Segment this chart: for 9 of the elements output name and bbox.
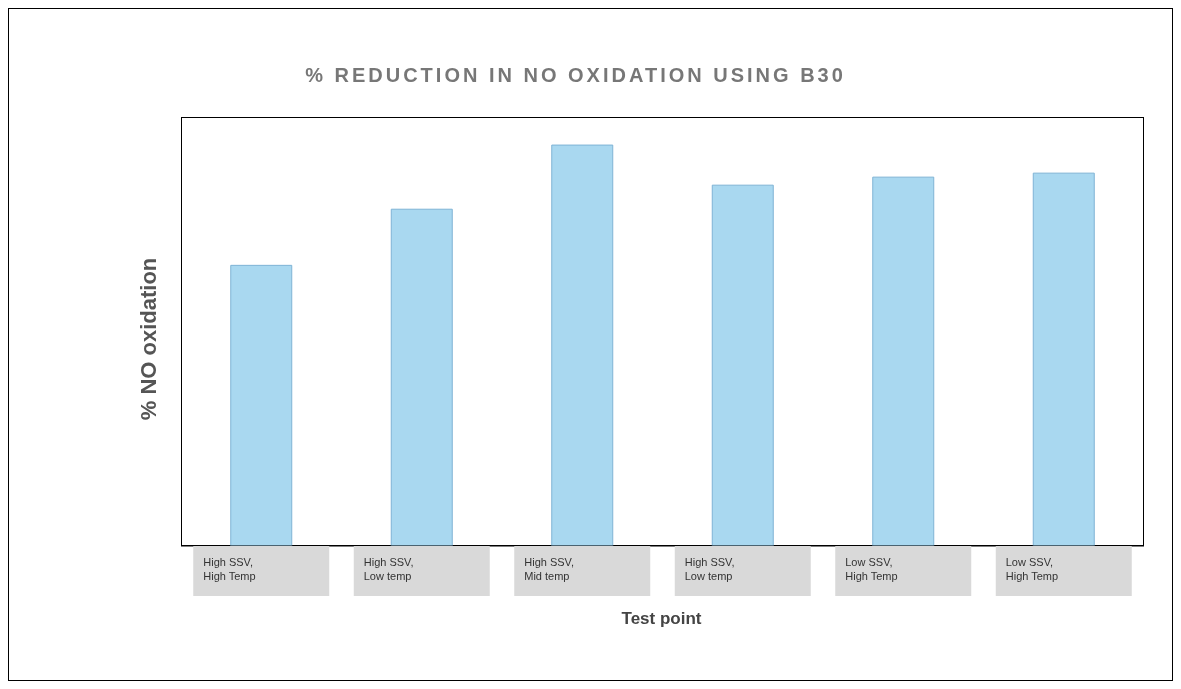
x-tick-label: High SSV, Mid temp [524, 556, 574, 582]
chart-title: % REDUCTION IN NO OXIDATION USING B30 [304, 64, 847, 87]
x-axis-title: Test point [620, 609, 703, 629]
x-tick-label: High SSV, Low temp [363, 556, 414, 582]
y-axis-title: % NO oxidation [136, 257, 162, 421]
x-tick-label: Low SSV, High Temp [845, 556, 898, 582]
x-tick-label: High SSV, High Temp [203, 556, 256, 582]
x-tick-label: Low SSV, High Temp [1005, 556, 1059, 582]
x-tick-label: High SSV, Low temp [684, 556, 735, 582]
